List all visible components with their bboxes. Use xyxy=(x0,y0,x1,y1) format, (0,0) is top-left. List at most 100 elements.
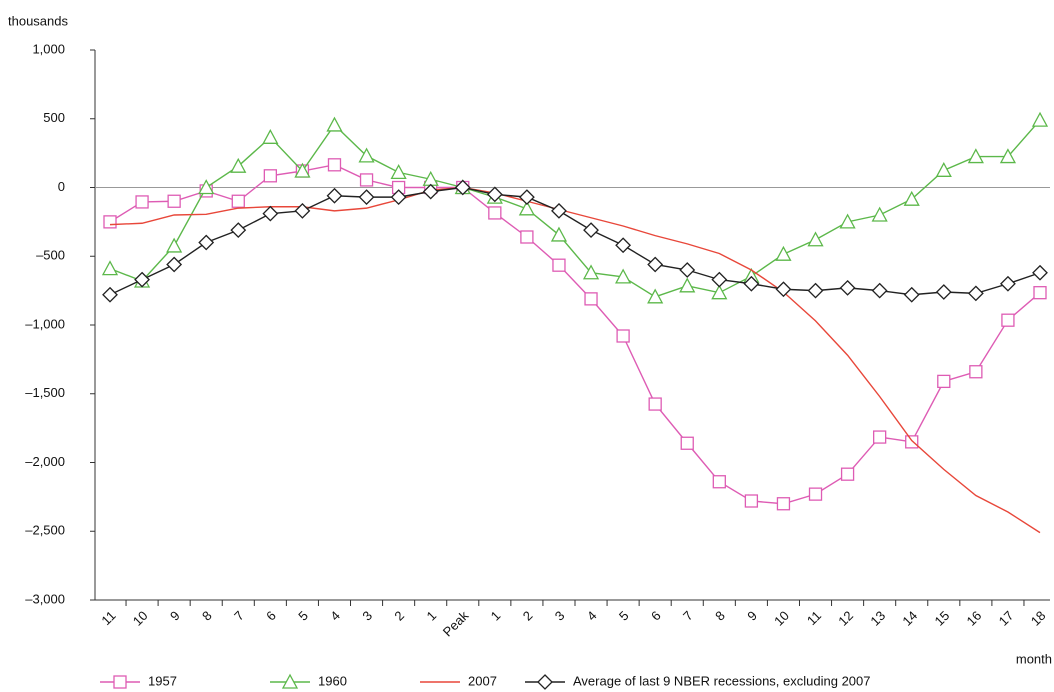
marker xyxy=(679,277,696,293)
legend-label: 1960 xyxy=(318,673,347,688)
marker xyxy=(166,237,183,253)
marker xyxy=(454,179,471,196)
x-tick-label: 4 xyxy=(584,608,600,624)
x-tick-label: 8 xyxy=(199,608,215,624)
x-tick-label: 2 xyxy=(520,608,536,624)
marker xyxy=(102,286,118,303)
marker xyxy=(262,205,279,222)
marker xyxy=(871,282,888,299)
marker xyxy=(103,215,117,229)
marker xyxy=(615,237,632,254)
series-line xyxy=(109,164,1041,505)
marker xyxy=(198,234,215,251)
marker xyxy=(1000,275,1016,292)
marker xyxy=(647,288,664,304)
x-tick-label: 9 xyxy=(167,608,183,624)
marker xyxy=(712,475,726,489)
marker xyxy=(903,190,920,206)
x-tick-label: 5 xyxy=(295,608,311,624)
y-tick-label: 0 xyxy=(58,179,65,194)
x-tick-label: 10 xyxy=(771,608,792,629)
marker xyxy=(230,157,247,173)
marker xyxy=(776,497,791,511)
legend-item: 2007 xyxy=(420,673,497,688)
marker xyxy=(358,147,375,163)
marker xyxy=(1033,286,1047,300)
x-tick-label: 16 xyxy=(964,608,985,629)
x-tick-label: Peak xyxy=(440,608,472,640)
x-tick-label: 4 xyxy=(327,608,343,624)
marker xyxy=(537,674,553,690)
marker xyxy=(166,256,183,273)
marker xyxy=(390,164,407,180)
x-tick-label: 17 xyxy=(996,608,1017,629)
marker xyxy=(839,213,856,229)
marker xyxy=(584,292,598,306)
marker xyxy=(551,202,567,219)
marker xyxy=(486,186,503,203)
x-tick-label: 1 xyxy=(424,608,440,624)
y-tick-label: –2,000 xyxy=(25,454,65,469)
x-tick-label: 13 xyxy=(867,608,888,629)
x-tick-label: 1 xyxy=(488,608,504,624)
marker xyxy=(327,158,342,172)
marker xyxy=(1001,313,1015,327)
x-tick-label: 6 xyxy=(648,608,664,624)
marker xyxy=(326,187,343,204)
marker xyxy=(262,128,279,144)
marker xyxy=(871,206,888,222)
marker xyxy=(518,189,535,206)
marker xyxy=(967,148,984,164)
marker xyxy=(1031,111,1049,127)
marker xyxy=(520,230,534,244)
marker xyxy=(937,374,951,389)
marker xyxy=(552,258,566,272)
marker xyxy=(359,173,374,187)
y-axis-label: thousands xyxy=(8,13,68,28)
marker xyxy=(422,183,439,200)
marker xyxy=(743,275,760,292)
marker xyxy=(582,264,600,280)
marker xyxy=(903,286,920,303)
y-tick-label: –500 xyxy=(36,248,65,263)
x-tick-label: 8 xyxy=(712,608,728,624)
marker xyxy=(294,202,311,219)
x-tick-label: 14 xyxy=(899,608,920,629)
marker xyxy=(647,256,664,273)
x-tick-label: 15 xyxy=(932,608,953,629)
marker xyxy=(135,195,149,209)
y-tick-label: –1,500 xyxy=(25,385,65,400)
x-tick-label: 5 xyxy=(616,608,632,624)
marker xyxy=(680,436,694,450)
marker xyxy=(873,430,887,444)
x-axis-label: month xyxy=(1016,651,1052,666)
marker xyxy=(905,435,919,449)
legend-item: 1960 xyxy=(270,673,347,689)
x-tick-label: 11 xyxy=(804,608,824,628)
x-tick-label: 11 xyxy=(98,608,118,628)
series-line xyxy=(109,186,1041,534)
x-tick-label: 7 xyxy=(680,608,696,624)
y-tick-label: –2,500 xyxy=(25,523,65,538)
marker xyxy=(999,148,1017,164)
y-tick-label: –1,000 xyxy=(25,316,65,331)
marker xyxy=(263,169,277,183)
marker xyxy=(134,271,150,288)
x-tick-label: 10 xyxy=(130,608,151,629)
marker xyxy=(840,467,855,481)
legend-label: Average of last 9 NBER recessions, exclu… xyxy=(573,673,870,688)
marker xyxy=(390,189,407,206)
marker xyxy=(615,268,632,284)
marker xyxy=(1032,264,1048,281)
y-tick-label: –3,000 xyxy=(25,591,65,606)
marker xyxy=(807,282,824,299)
marker xyxy=(679,262,696,278)
marker xyxy=(231,194,245,208)
marker xyxy=(808,487,823,501)
marker xyxy=(969,365,983,379)
marker xyxy=(281,673,299,689)
marker xyxy=(488,206,502,220)
marker xyxy=(294,162,311,178)
marker xyxy=(648,397,662,411)
marker xyxy=(775,281,792,298)
